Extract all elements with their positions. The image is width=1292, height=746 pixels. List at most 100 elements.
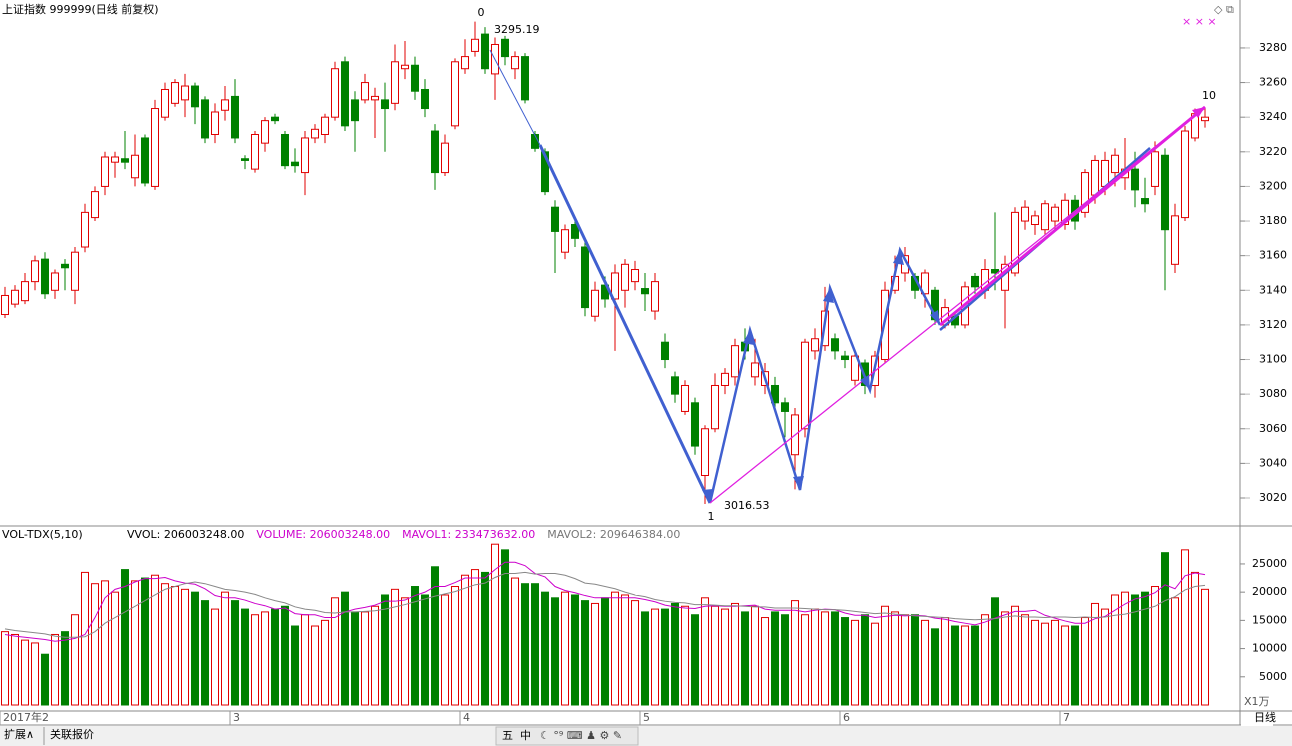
candle-body	[71, 251, 79, 291]
candle-body	[361, 82, 369, 101]
y-tick-label: 3100	[1259, 353, 1287, 366]
volume-bar	[581, 600, 589, 706]
tool-button[interactable]: 中	[520, 729, 531, 742]
candle-body	[751, 362, 759, 378]
tool-icons[interactable]: ☾ °⁹ ⌨ ♟ ⚙ ✎	[540, 729, 622, 742]
y-tick-label: 10000	[1252, 642, 1287, 655]
marker: × × ×	[1182, 15, 1217, 28]
candle-body	[21, 281, 29, 302]
volume-bar	[1111, 594, 1119, 706]
candle-body	[621, 263, 629, 291]
volume-bar	[151, 574, 159, 706]
candle-body	[1051, 206, 1059, 222]
candle-body	[661, 341, 669, 361]
candle-body	[11, 289, 19, 305]
candle-body	[231, 95, 239, 139]
y-tick-label: 20000	[1252, 585, 1287, 598]
candle-body	[831, 338, 839, 352]
x-tick-label: 3	[233, 711, 240, 724]
candle-body	[651, 281, 659, 312]
volume-bar	[141, 577, 149, 706]
volume-bar	[211, 608, 219, 706]
volume-bar	[371, 605, 379, 706]
unit-label: X1万	[1244, 695, 1270, 708]
candle-body	[61, 263, 69, 269]
readout: MAVOL1: 233473632.00	[402, 528, 535, 541]
volume-bar	[241, 608, 249, 706]
candle-body	[711, 384, 719, 430]
y-tick-label: 3160	[1259, 249, 1287, 262]
tool-button[interactable]: 五	[502, 729, 513, 742]
volume-bar	[51, 633, 59, 706]
candle-body	[321, 116, 329, 135]
volume-bar	[901, 614, 909, 706]
volume-bar	[801, 614, 809, 706]
volume-bar	[441, 594, 449, 706]
volume-bar	[121, 569, 129, 706]
candle-body	[271, 116, 279, 122]
volume-bar	[331, 597, 339, 706]
volume-bar	[381, 594, 389, 706]
volume-bar	[411, 586, 419, 706]
volume-bar	[11, 633, 19, 706]
candle-body	[201, 99, 209, 139]
y-tick-label: 3020	[1259, 491, 1287, 504]
volume-bar	[541, 591, 549, 706]
volume-bar	[741, 611, 749, 706]
candle-body	[51, 272, 59, 291]
volume-bar	[421, 594, 429, 706]
volume-bar	[491, 543, 499, 706]
price-note: 3295.19	[494, 23, 540, 36]
wave-lines	[489, 49, 1206, 504]
volume-bar	[1021, 614, 1029, 706]
candle-body	[801, 341, 809, 430]
tab[interactable]: 关联报价	[50, 727, 94, 741]
volume-bar	[1201, 588, 1209, 706]
chart-title: 上证指数 999999(日线 前复权)	[2, 2, 159, 16]
volume-bar	[681, 605, 689, 706]
tab[interactable]: 扩展∧	[4, 727, 34, 741]
footer	[0, 726, 1292, 746]
volume-bar	[511, 577, 519, 706]
candle-body	[1201, 116, 1209, 122]
candle-body	[391, 61, 399, 104]
icon[interactable]: ◇ ⧉	[1214, 3, 1234, 16]
volume-bar	[951, 625, 959, 706]
volume-bar	[621, 594, 629, 706]
candle-body	[461, 56, 469, 70]
volume-bar	[941, 617, 949, 706]
candle-body	[431, 130, 439, 174]
candle-body	[681, 384, 689, 412]
volume-bar	[691, 614, 699, 706]
volume-bar	[551, 597, 559, 706]
volume-bar	[291, 625, 299, 706]
volume-bar	[101, 580, 109, 706]
y-tick-label: 3060	[1259, 422, 1287, 435]
volume-bar	[461, 574, 469, 706]
candle-body	[921, 272, 929, 295]
volume-bar	[1131, 594, 1139, 706]
candle-body	[331, 68, 339, 118]
candle-body	[1181, 130, 1189, 219]
volume-bar	[231, 600, 239, 706]
volume-bar	[611, 591, 619, 706]
wave-label: 1	[708, 510, 715, 523]
volume-bar	[981, 614, 989, 706]
volume-bar	[221, 591, 229, 706]
volume-bar	[861, 614, 869, 706]
volume-bar	[321, 619, 329, 706]
volume-bar	[811, 608, 819, 706]
y-tick-label: 3280	[1259, 41, 1287, 54]
candle-body	[641, 288, 649, 295]
readout: MAVOL2: 209646384.00	[547, 528, 680, 541]
candle-body	[611, 272, 619, 300]
volume-bar	[791, 600, 799, 706]
candle-body	[91, 191, 99, 219]
candle-body	[1101, 159, 1109, 187]
y-tick-label: 3080	[1259, 387, 1287, 400]
volume-bar	[731, 602, 739, 706]
candle-body	[721, 372, 729, 386]
candle-body	[631, 269, 639, 283]
candle-body	[161, 88, 169, 118]
